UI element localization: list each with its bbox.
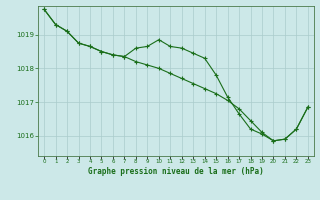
X-axis label: Graphe pression niveau de la mer (hPa): Graphe pression niveau de la mer (hPa) <box>88 167 264 176</box>
